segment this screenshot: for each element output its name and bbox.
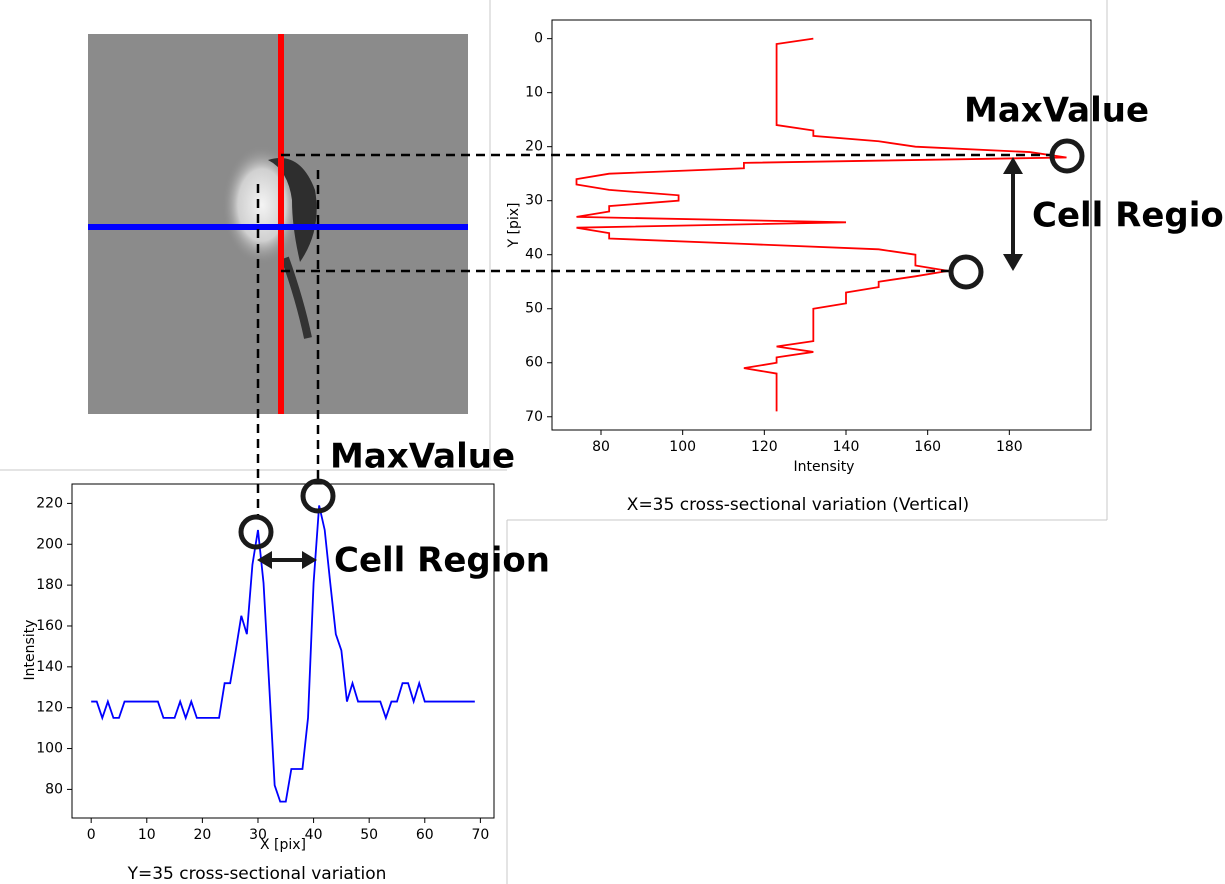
annotation-shapes [238, 138, 1085, 569]
y-tick-label: 40 [525, 247, 543, 263]
y-tick-label: 30 [525, 193, 543, 209]
x-tick-label: 120 [751, 439, 778, 455]
x-axis-label: X [pix] [260, 837, 306, 853]
charts: 80 100 120 140 160 180010203040506070Intensit… [22, 19, 1092, 884]
plot-frame [71, 483, 495, 819]
y-tick-label: 20 [525, 139, 543, 155]
chart-title: Y=35 cross-sectional variation [127, 864, 387, 884]
cell-image [88, 34, 468, 414]
marker-circle [300, 478, 336, 514]
cell-tail [281, 256, 312, 339]
x-tick-label: 40 [305, 827, 323, 843]
x-tick-label: 20 [193, 827, 211, 843]
data-line [91, 505, 475, 803]
x-tick-label: 160 [914, 439, 941, 455]
y-tick-label: 200 [36, 536, 63, 552]
x-tick-label: 10 [138, 827, 156, 843]
annotation: Cell Region [1032, 196, 1225, 236]
y-tick-label: 80 [45, 781, 63, 797]
y-tick-label: 180 [36, 577, 63, 593]
x-tick-label: 60 [416, 827, 434, 843]
y-tick-label: 50 [525, 301, 543, 317]
y-axis-label: Intensity [22, 620, 38, 681]
x-axis-label: Intensity [794, 459, 855, 475]
x-tick-label: 30 [249, 827, 267, 843]
annotation: Cell Region [334, 541, 550, 581]
annotation: MaxValue [964, 91, 1149, 131]
marker-circle [238, 514, 274, 550]
plot-frame [551, 19, 1092, 431]
y-axis-label: Y [pix] [506, 203, 522, 249]
x-tick-label: 100 [669, 439, 696, 455]
y-tick-label: 10 [525, 85, 543, 101]
y-tick-label: 140 [36, 659, 63, 675]
x-tick-label: 0 [87, 827, 96, 843]
chart-title: X=35 cross-sectional variation (Vertical… [627, 495, 969, 515]
y-tick-label: 160 [36, 618, 63, 634]
data-line [575, 37, 1067, 412]
x-tick-label: 70 [471, 827, 489, 843]
x-tick-label: 180 [996, 439, 1023, 455]
cell-body [268, 158, 317, 262]
y-tick-label: 60 [525, 355, 543, 371]
y-tick-label: 100 [36, 741, 63, 757]
marker-circle [1049, 138, 1085, 174]
arrow-head [257, 551, 317, 569]
x-tick-label: 140 [833, 439, 860, 455]
marker-circle [948, 254, 984, 290]
y-tick-label: 120 [36, 700, 63, 716]
y-tick-label: 0 [534, 31, 543, 47]
y-tick-label: 70 [525, 409, 543, 425]
x-tick-label: 50 [360, 827, 378, 843]
annotation: MaxValue [330, 437, 515, 477]
panel-borders [0, 0, 1108, 884]
y-tick-label: 220 [36, 495, 63, 511]
x-tick-label: 80 [592, 439, 610, 455]
